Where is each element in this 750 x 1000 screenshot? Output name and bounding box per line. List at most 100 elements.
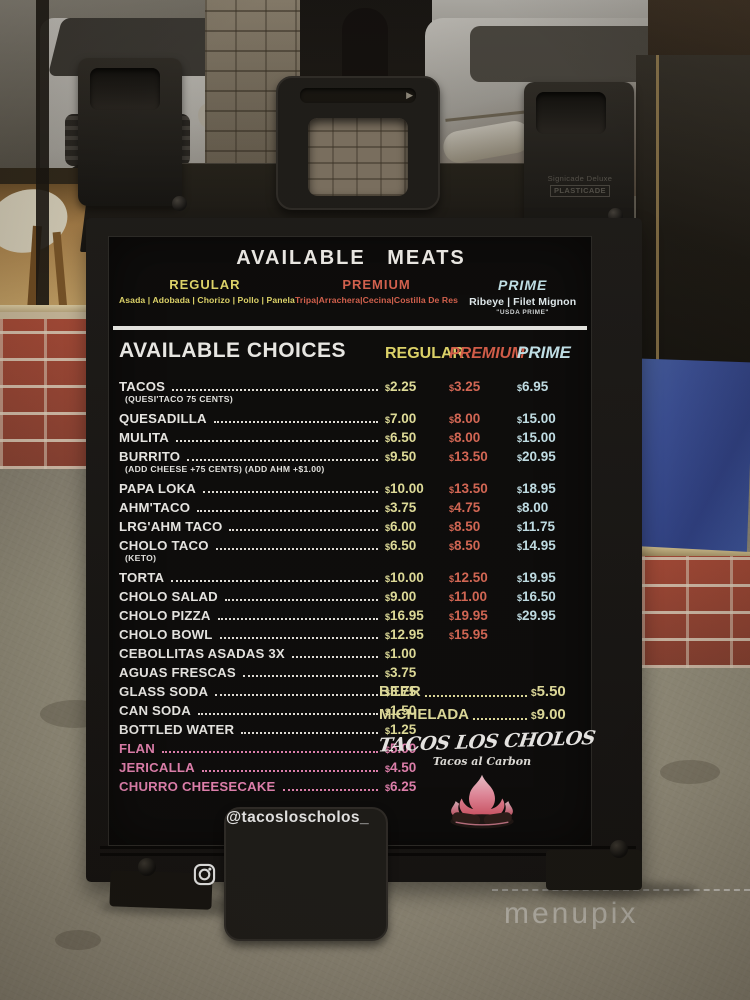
dotted-leader [172, 389, 378, 391]
menu-row: CEBOLLITAS ASADAS 3X $1.00 [119, 642, 583, 661]
handle-molding: ▶ [300, 88, 416, 103]
instagram-icon [193, 863, 216, 885]
item-name: TORTA [119, 570, 165, 585]
item-name: BURRITO [119, 449, 181, 464]
menu-row: CHOLO SALAD $9.00 $11.00 $16.50 [119, 585, 583, 604]
menu-row-dessert: FLAN $5.00 [119, 737, 583, 756]
sign-foot-right [546, 850, 642, 890]
item-name: GLASS SODA [119, 684, 209, 699]
price-regular: $16.95 [385, 607, 424, 623]
drink-price: $9.00 [531, 706, 566, 723]
menu-row: CHOLO TACO $6.50 $8.50 $14.95 [119, 534, 583, 553]
item-name: CEBOLLITAS ASADAS 3X [119, 646, 285, 661]
menu-row: LRG'AHM TACO $6.00 $8.50 $11.75 [119, 515, 583, 534]
brand-logo-script: TACOS LOS CHOLOS [376, 727, 597, 757]
drink-name: BEER [379, 683, 421, 700]
usda-prime-note: "USDA PRIME" [496, 309, 550, 316]
price-prime: $19.95 [517, 569, 556, 585]
right-window-glass [636, 55, 750, 390]
handle-opening [308, 118, 408, 196]
instagram-row: @tacosloscholos_ [193, 807, 388, 941]
menu-row: AGUAS FRESCAS $3.75 [119, 661, 583, 680]
choices-header: AVAILABLE CHOICES REGULAR PREMIUM PRIME [119, 339, 583, 363]
dotted-leader [241, 732, 378, 734]
sign-hinge-left [78, 58, 182, 206]
item-name: FLAN [119, 741, 155, 756]
price-regular: $10.00 [385, 569, 424, 585]
item-name: CHOLO BOWL [119, 627, 213, 642]
price-prime: $15.00 [517, 410, 556, 426]
dotted-leader [217, 618, 378, 620]
car-windows [470, 26, 665, 82]
price-premium: $8.00 [449, 429, 481, 445]
menu-row: CHOLO PIZZA $16.95 $19.95 $29.95 [119, 604, 583, 623]
price-prime: $29.95 [517, 607, 556, 623]
dotted-leader [473, 718, 527, 720]
bolt-icon [138, 858, 156, 876]
item-name: TACOS [119, 379, 166, 394]
sidewalk-stain [660, 760, 720, 784]
dotted-leader [171, 580, 378, 582]
menu-row: CHOLO BOWL $12.95 $15.95 [119, 623, 583, 642]
price-regular: $1.00 [385, 645, 417, 661]
item-note: (ADD CHEESE +75 CENTS) (ADD AHM +$1.00) [125, 464, 325, 474]
meats-columns: REGULAR Asada | Adobada | Chorizo | Poll… [119, 277, 583, 316]
menu-row-dessert: JERICALLA $4.50 [119, 756, 583, 775]
dotted-leader [215, 548, 378, 550]
arrow-icon: ▶ [406, 90, 413, 100]
dotted-leader [203, 491, 378, 493]
price-prime: $18.95 [517, 480, 556, 496]
price-regular: $3.75 [385, 664, 417, 680]
menu-row: AHM'TACO $3.75 $4.75 $8.00 [119, 496, 583, 515]
price-regular: $4.50 [385, 759, 417, 775]
menu-row-dessert: CHURRO CHEESECAKE $6.25 [119, 775, 583, 794]
reflection-streak [656, 55, 659, 390]
price-prime: $6.95 [517, 378, 549, 394]
price-prime [515, 641, 583, 642]
price-regular: $6.50 [385, 537, 417, 553]
price-premium: $8.00 [449, 410, 481, 426]
dotted-leader [197, 713, 378, 715]
window-frame-bar [36, 0, 49, 310]
drink-row: BEER $5.50 [379, 677, 585, 700]
dotted-leader [187, 459, 378, 461]
price-regular: $9.00 [385, 588, 417, 604]
drinks-and-logo-block: BEER $5.50 MICHELADA $9.00 TACOS LOS CHO… [376, 677, 597, 831]
screw-icon [172, 196, 187, 211]
dotted-leader [197, 510, 378, 512]
price-prime: $15.00 [517, 429, 556, 445]
watermark: menupix [504, 897, 639, 930]
item-name: LRG'AHM TACO [119, 519, 223, 534]
price-premium: $3.25 [449, 378, 481, 394]
hinge-jaw [536, 92, 606, 134]
price-regular: $12.95 [385, 626, 424, 642]
menu-rows: TACOS $2.25 $3.25 $6.95 (QUESI'TACO 75 CENT… [119, 375, 583, 794]
meats-section-title: AVAILABLE MEATS [236, 247, 466, 269]
price-regular: $3.75 [385, 683, 417, 699]
watermark-dashed-line [492, 889, 750, 891]
dotted-leader [424, 695, 527, 697]
choices-title: AVAILABLE CHOICES [119, 339, 347, 362]
menu-row: BURRITO $9.50 $13.50 $20.95 [119, 445, 583, 464]
price-prime: $8.00 [517, 499, 549, 515]
meats-tier-label: REGULAR [169, 277, 241, 292]
menu-row: TORTA $10.00 $12.50 $19.95 [119, 566, 583, 585]
price-premium: $12.50 [449, 569, 488, 585]
meats-list: Ribeye | Filet Mignon [469, 296, 577, 308]
price-regular: $6.00 [385, 518, 417, 534]
price-prime: $16.50 [517, 588, 556, 604]
molded-brand-label: Signicade Deluxe PLASTICADE [534, 174, 626, 197]
menu-row: CAN SODA $1.50 [119, 699, 583, 718]
item-name: CHOLO SALAD [119, 589, 218, 604]
price-regular: $3.75 [385, 499, 417, 515]
item-name: CHURRO CHEESECAKE [119, 779, 276, 794]
molded-label-box: PLASTICADE [550, 185, 610, 197]
dotted-leader [176, 440, 378, 442]
price-premium [447, 660, 515, 661]
dotted-leader [291, 656, 378, 658]
meats-column-regular: REGULAR Asada | Adobada | Chorizo | Poll… [119, 277, 295, 305]
item-name: JERICALLA [119, 760, 195, 775]
item-name: MULITA [119, 430, 170, 445]
column-header-prime: PRIME [517, 343, 571, 362]
